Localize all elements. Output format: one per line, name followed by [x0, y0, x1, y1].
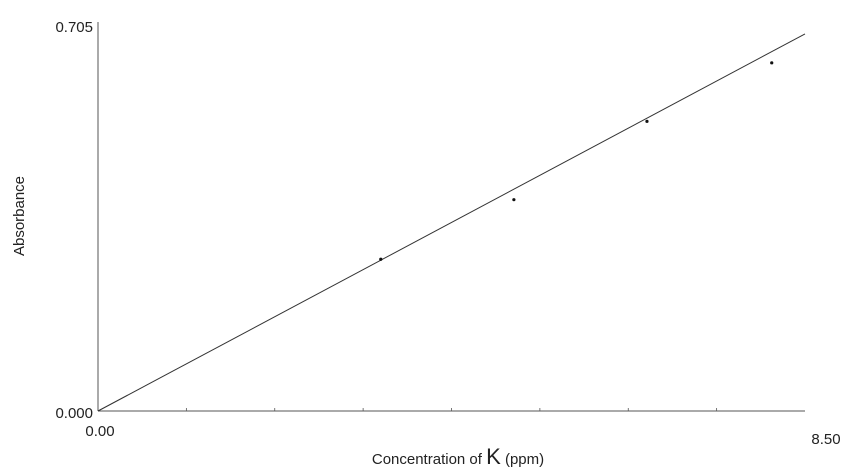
- x-axis-title-element: K: [486, 444, 501, 469]
- data-point: [512, 198, 516, 202]
- y-tick-label-max: 0.705: [55, 19, 93, 36]
- x-axis-title: Concentration of K (ppm): [372, 444, 544, 469]
- axes: [97, 22, 805, 412]
- x-tick-label-min: 0.00: [85, 423, 114, 440]
- data-points: [379, 61, 774, 261]
- data-point: [379, 257, 383, 261]
- data-point: [645, 119, 649, 123]
- regression-line: [97, 33, 806, 412]
- x-minor-ticks: [185, 408, 718, 411]
- x-axis-title-prefix: Concentration of: [372, 451, 486, 468]
- y-axis-title: Absorbance: [11, 176, 28, 256]
- x-tick-label-max: 8.50: [811, 431, 840, 448]
- data-point: [770, 61, 774, 65]
- x-axis-title-unit: (ppm): [505, 451, 544, 468]
- y-tick-label-min: 0.000: [55, 405, 93, 422]
